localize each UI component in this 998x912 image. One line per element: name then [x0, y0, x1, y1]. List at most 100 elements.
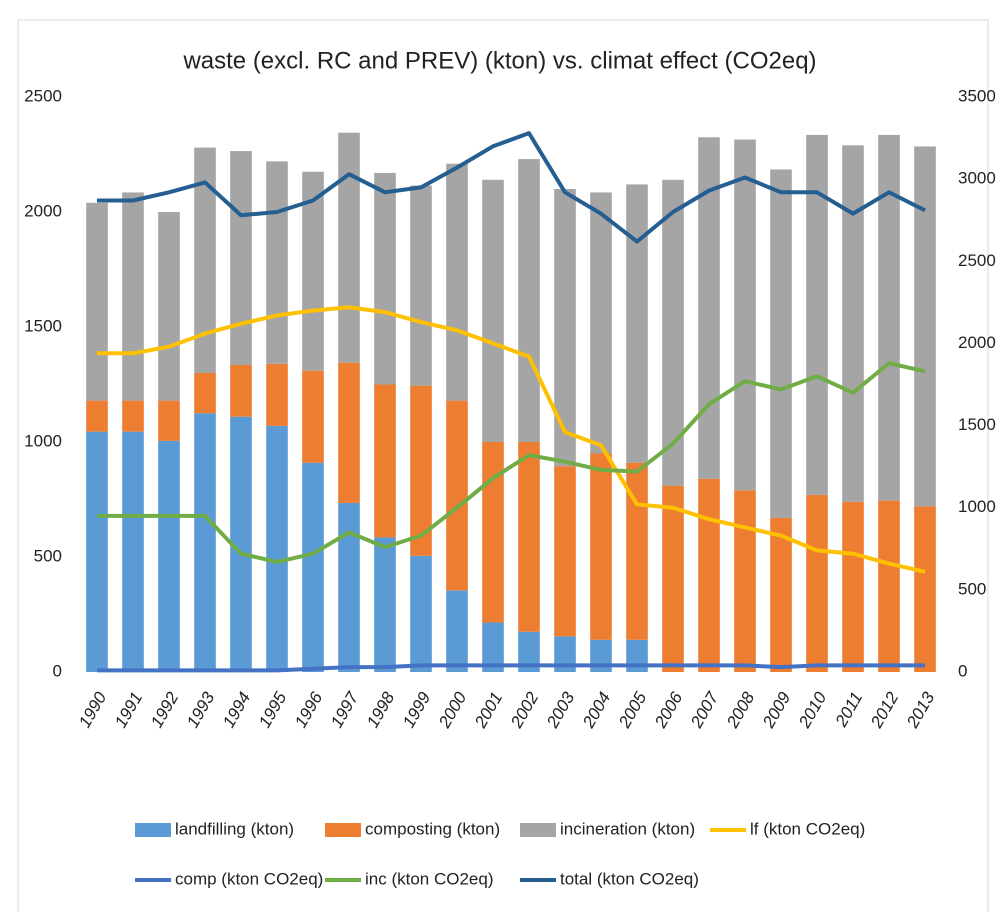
bar	[590, 192, 612, 454]
bar	[410, 385, 432, 556]
bar	[446, 590, 468, 672]
line	[97, 131, 926, 244]
x-tick-label: 1993	[183, 688, 219, 731]
y2-tick-label: 500	[958, 579, 986, 598]
bar	[122, 400, 144, 432]
line	[97, 361, 926, 564]
bar	[878, 134, 900, 501]
bar	[518, 442, 540, 632]
bar	[122, 192, 144, 401]
y-tick-label: 1500	[24, 316, 62, 335]
bar	[302, 370, 324, 463]
bar	[482, 442, 504, 623]
bar	[698, 137, 720, 479]
bar	[734, 490, 756, 672]
legend-label: composting (kton)	[365, 819, 500, 838]
bar	[122, 431, 144, 672]
x-tick-label: 2009	[758, 688, 794, 732]
bar	[698, 478, 720, 672]
bar	[338, 132, 360, 363]
x-tick-label: 1996	[291, 688, 327, 731]
line	[97, 663, 925, 673]
bar	[518, 631, 540, 672]
y-tick-label: 1000	[24, 431, 62, 450]
bar	[626, 184, 648, 463]
bar	[194, 147, 216, 373]
legend-label: incineration (kton)	[560, 819, 695, 838]
bar	[878, 500, 900, 672]
y-tick-label: 500	[34, 546, 62, 565]
bar	[842, 145, 864, 502]
x-tick-label: 2004	[578, 689, 614, 732]
bar	[374, 172, 396, 385]
bar	[590, 453, 612, 640]
bar	[410, 555, 432, 672]
bar	[662, 179, 684, 486]
x-tick-label: 1999	[399, 688, 435, 731]
chart-title: waste (excl. RC and PREV) (kton) vs. cli…	[182, 47, 816, 74]
x-tick-label: 2006	[650, 688, 686, 732]
x-tick-label: 2012	[866, 688, 902, 732]
bar	[806, 494, 828, 672]
x-tick-label: 1998	[363, 688, 399, 731]
y-tick-label: 2000	[24, 201, 62, 220]
y2-tick-label: 3500	[958, 86, 996, 105]
bar	[230, 364, 252, 417]
bar	[842, 501, 864, 672]
y2-tick-label: 1500	[958, 415, 996, 434]
x-tick-label: 2007	[686, 688, 722, 732]
bar	[194, 373, 216, 414]
x-tick-label: 2008	[722, 688, 758, 732]
bar	[302, 462, 324, 672]
bar	[158, 212, 180, 401]
bar	[734, 139, 756, 491]
y2-tick-label: 0	[958, 661, 967, 680]
bar	[266, 425, 288, 672]
bar	[158, 440, 180, 672]
bar	[446, 400, 468, 591]
x-tick-label: 1997	[327, 688, 363, 731]
x-tick-label: 1995	[255, 688, 291, 731]
y2-tick-label: 1000	[958, 497, 996, 516]
x-tick-label: 2010	[794, 688, 830, 732]
legend-swatch	[520, 823, 556, 837]
y2-tick-label: 2000	[958, 333, 996, 352]
x-tick-label: 2000	[434, 688, 470, 732]
bar	[410, 185, 432, 386]
bar	[86, 431, 108, 672]
x-tick-label: 2005	[614, 688, 650, 732]
bar	[158, 400, 180, 441]
bar	[266, 363, 288, 426]
bar	[266, 161, 288, 364]
bar	[518, 159, 540, 442]
bar	[482, 179, 504, 443]
bar	[302, 171, 324, 371]
bar	[338, 502, 360, 672]
bar	[446, 163, 468, 401]
x-tick-label: 1991	[111, 689, 146, 731]
bar	[914, 506, 936, 672]
legend-label: landfilling (kton)	[175, 819, 294, 838]
bar	[482, 622, 504, 672]
bar	[338, 362, 360, 503]
legend-label: inc (kton CO2eq)	[365, 869, 494, 888]
legend-label: comp (kton CO2eq)	[175, 869, 323, 888]
bar	[230, 416, 252, 672]
legend-swatch	[325, 823, 361, 837]
line	[97, 305, 926, 574]
bar	[662, 485, 684, 672]
bar	[230, 151, 252, 365]
bar	[374, 537, 396, 672]
legend-swatch	[135, 823, 171, 837]
y-tick-label: 0	[53, 661, 62, 680]
legend-label: lf (kton CO2eq)	[750, 819, 865, 838]
y-tick-label: 2500	[24, 86, 62, 105]
legend-label: total (kton CO2eq)	[560, 869, 699, 888]
bar	[770, 169, 792, 518]
x-tick-label: 1994	[219, 689, 254, 731]
x-tick-label: 2002	[506, 688, 542, 732]
bar	[194, 413, 216, 672]
x-tick-label: 1990	[75, 688, 111, 731]
x-tick-label: 2001	[470, 689, 506, 732]
